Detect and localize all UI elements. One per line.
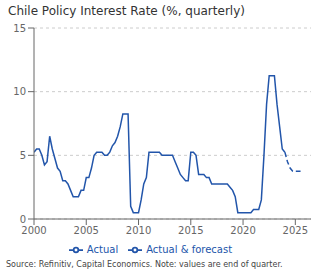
svg-text:15: 15 — [13, 23, 26, 34]
svg-text:2020: 2020 — [230, 225, 255, 236]
html-text:Chile Policy Interest Rate (%,: Chile Policy Interest Rate (%, quarterly… — [8, 4, 245, 18]
html-text:Source: Refinitiv, Capital Eco: Source: Refinitiv, Capital Economics. No… — [6, 260, 283, 269]
svg-text:0: 0 — [20, 214, 26, 225]
svg-text:2000: 2000 — [21, 225, 46, 236]
svg-text:2005: 2005 — [74, 225, 99, 236]
html-text:Actual & forecast: Actual & forecast — [146, 244, 233, 255]
svg-text:5: 5 — [20, 150, 26, 161]
svg-text:2010: 2010 — [126, 225, 151, 236]
html-text:Actual: Actual — [86, 244, 119, 255]
svg-text:10: 10 — [13, 86, 26, 97]
svg-text:2025: 2025 — [283, 225, 308, 236]
svg-text:2015: 2015 — [178, 225, 203, 236]
